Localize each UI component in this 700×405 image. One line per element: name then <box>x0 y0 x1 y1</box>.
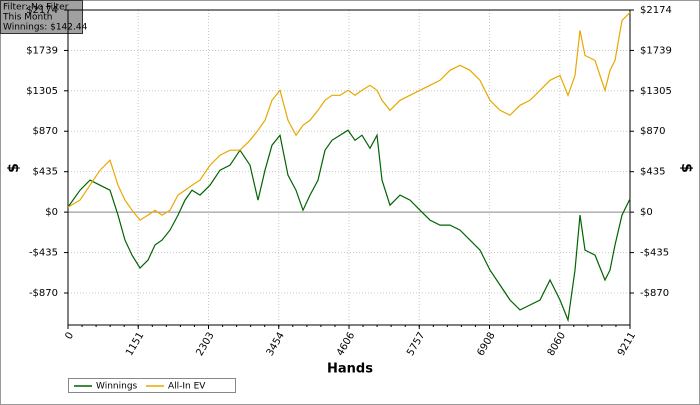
y-tick-label: $870 <box>33 126 58 137</box>
y-tick-label: $2174 <box>26 5 58 16</box>
legend-label: All-In EV <box>168 382 206 392</box>
info-box <box>0 0 83 34</box>
y-tick-label: $0 <box>45 207 58 218</box>
info-line: Winnings: $142.44 <box>3 23 88 33</box>
y2-tick-label: $0 <box>640 207 653 218</box>
y2-tick-label: -$435 <box>640 248 669 259</box>
y2-tick-label: $1739 <box>640 45 672 56</box>
plot-border <box>67 9 631 326</box>
legend-label: Winnings <box>96 382 138 392</box>
y2-axis-label: $ <box>678 163 694 173</box>
y-tick-label: $435 <box>33 167 58 178</box>
y-tick-label: $1305 <box>26 86 58 97</box>
y2-tick-label: $435 <box>640 167 665 178</box>
y-axis-label: $ <box>6 163 22 173</box>
y-tick-label: -$870 <box>29 288 58 299</box>
line-series <box>67 129 631 323</box>
y-tick-label: -$435 <box>29 248 58 259</box>
x-axis-label: Hands <box>327 362 373 377</box>
y2-tick-label: $2174 <box>640 5 672 16</box>
y2-tick-label: $870 <box>640 126 665 137</box>
line-series <box>67 11 631 221</box>
x-tick-label: 0 <box>63 331 76 342</box>
info-line: Filter: No Filter <box>3 3 69 13</box>
y-tick-label: $1739 <box>26 45 58 56</box>
info-line: This Month <box>2 13 52 23</box>
y2-tick-label: -$870 <box>640 288 669 299</box>
y2-tick-label: $1305 <box>640 86 672 97</box>
